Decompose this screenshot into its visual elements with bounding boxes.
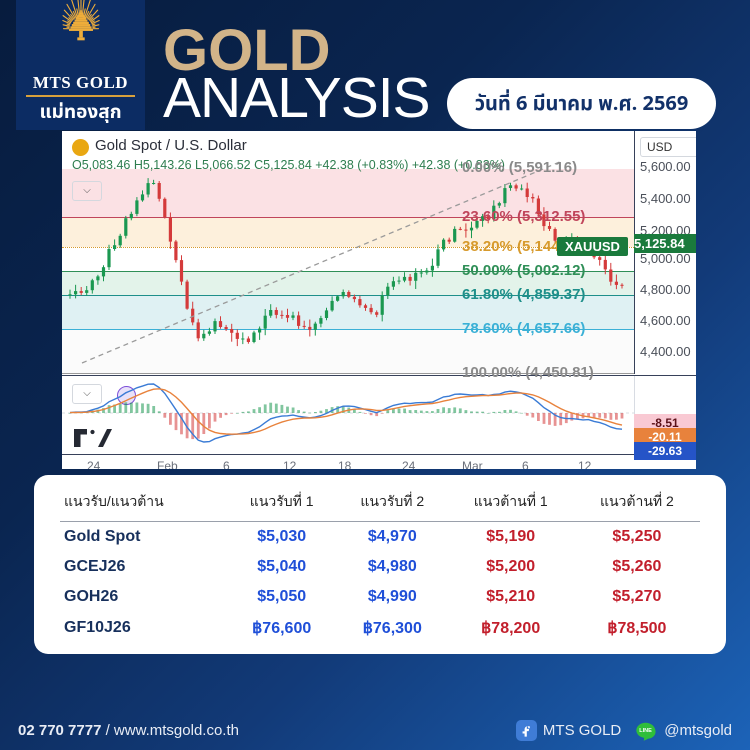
- svg-text:LINE: LINE: [639, 728, 652, 734]
